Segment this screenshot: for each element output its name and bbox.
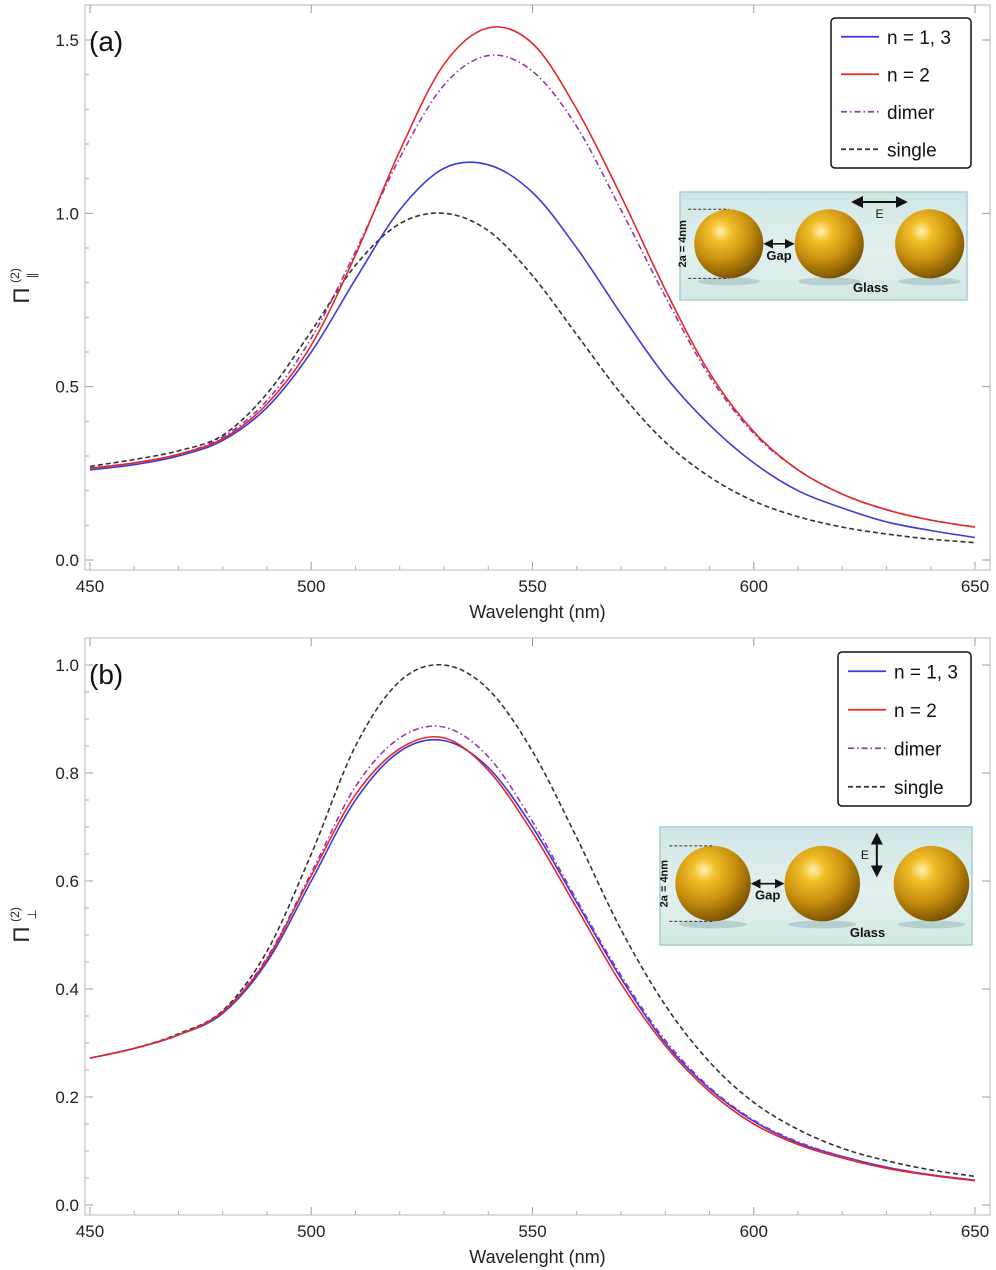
- particle-shadow: [897, 920, 966, 929]
- legend-box: [830, 17, 972, 169]
- y-axis-label: Π (2) ⊥: [8, 907, 39, 942]
- gap-label: Gap: [755, 888, 780, 903]
- gold-nanoparticle: [675, 845, 751, 922]
- panel-a: 450 500 550 600 650 0.0 0.5 1.0 1.5 Wavelenght (n…: [8, 4, 991, 622]
- gold-nanoparticle: [794, 209, 864, 279]
- x-tick-label: 600: [740, 1222, 768, 1241]
- legend-label: n = 1, 3: [894, 662, 958, 683]
- x-tick-label: 600: [740, 577, 768, 596]
- series-line-dimer: [89, 725, 976, 1181]
- series-line-n2: [89, 26, 976, 528]
- panel-label: (a): [89, 26, 123, 57]
- y-axis-label-superscript: (2): [8, 907, 22, 922]
- y-tick-label: 0.8: [55, 764, 79, 783]
- diameter-label: 2a = 4nm: [677, 220, 689, 268]
- x-tick-label: 650: [961, 1222, 989, 1241]
- legend-label: dimer: [894, 739, 942, 760]
- series-line-single: [89, 212, 976, 544]
- y-tick-label: 0.4: [55, 980, 79, 999]
- x-axis-label: Wavelenght (nm): [469, 602, 605, 622]
- field-label: E: [875, 207, 883, 221]
- x-tick-label: 500: [297, 577, 325, 596]
- y-axis-label-symbol: Π: [9, 927, 34, 943]
- x-tick-label: 650: [961, 577, 989, 596]
- y-tick-label: 0.2: [55, 1088, 79, 1107]
- series-line-n2: [89, 735, 976, 1182]
- legend-label: n = 2: [894, 701, 937, 722]
- particle-shadow: [798, 277, 861, 286]
- x-axis-label: Wavelenght (nm): [469, 1247, 605, 1267]
- y-tick-label: 0.5: [55, 378, 79, 397]
- gold-nanoparticle: [784, 845, 860, 922]
- y-tick-label: 0.0: [55, 551, 79, 570]
- x-tick-label: 450: [76, 577, 104, 596]
- y-tick-label: 1.5: [55, 31, 79, 50]
- panel-b: 450 500 550 600 650 0.0 0.2 0.4 0.6 0.8 1.0 Wavelen…: [8, 637, 991, 1267]
- substrate-label: Glass: [850, 925, 885, 940]
- inset-schematic: 2a = 4nm Gap E Glass: [658, 826, 973, 946]
- y-axis-label-superscript: (2): [8, 268, 22, 283]
- y-tick-label: 0.0: [55, 1196, 79, 1215]
- legend-label: n = 1, 3: [887, 28, 951, 49]
- gap-label: Gap: [766, 248, 791, 263]
- gold-nanoparticle: [893, 845, 970, 922]
- gold-nanoparticle: [694, 209, 764, 279]
- legend-label: single: [894, 778, 944, 799]
- x-tick-label: 500: [297, 1222, 325, 1241]
- legend-box: [837, 651, 972, 807]
- particle-shadow: [898, 277, 961, 286]
- substrate-label: Glass: [853, 280, 888, 295]
- x-tick-label: 450: [76, 1222, 104, 1241]
- diameter-label: 2a = 4nm: [658, 860, 670, 908]
- gold-nanoparticle: [895, 209, 965, 279]
- y-tick-label: 0.6: [55, 872, 79, 891]
- y-axis-label: Π (2) ∥: [8, 268, 39, 303]
- x-tick-label: 550: [518, 1222, 546, 1241]
- particle-shadow: [788, 920, 857, 929]
- y-axis-label-subscript: ⊥: [25, 909, 39, 919]
- legend-label: single: [887, 140, 937, 161]
- particle-shadow: [679, 920, 748, 929]
- plot-frame: [84, 4, 991, 571]
- y-axis-label-subscript: ∥: [25, 273, 39, 279]
- panel-label: (b): [89, 659, 123, 690]
- particle-shadow: [697, 277, 760, 286]
- legend-label: n = 2: [887, 65, 930, 86]
- field-label: E: [861, 848, 869, 862]
- series-line-n13: [89, 161, 976, 539]
- y-axis-label-symbol: Π: [9, 288, 34, 304]
- plot-frame: [84, 637, 991, 1216]
- x-tick-label: 550: [518, 577, 546, 596]
- legend-label: dimer: [887, 103, 935, 124]
- inset-schematic: 2a = 4nm Gap E Glass: [677, 191, 968, 301]
- y-tick-label: 1.0: [55, 204, 79, 223]
- y-tick-label: 1.0: [55, 656, 79, 675]
